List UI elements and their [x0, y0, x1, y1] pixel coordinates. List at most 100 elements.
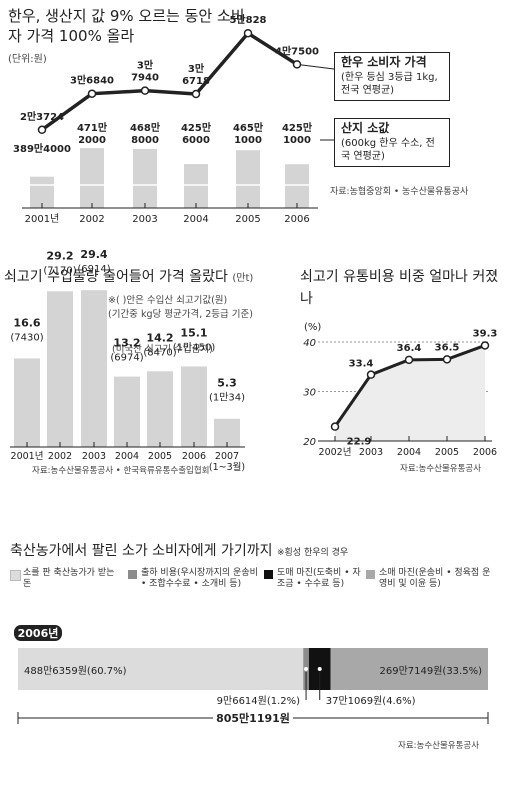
import-value-label: 5.3: [217, 377, 237, 390]
import-bar: [114, 376, 140, 447]
farm-price-bar: [30, 176, 54, 208]
chart1-title: 한우, 생산지 값 9% 오르는 동안 소비자 가격 100% 올라: [8, 7, 245, 45]
farm-price-label: 465만 1000: [233, 121, 264, 146]
retail-share-label: 269만7149원(33.5%): [379, 665, 482, 677]
import-price-label: (6914): [77, 264, 110, 275]
import-price-label: (6974): [110, 353, 143, 364]
chart2-tick-label: 2003: [82, 451, 106, 462]
import-value-label: 16.6: [13, 316, 40, 329]
farm-price-label: 468만 8000: [130, 121, 161, 146]
chart2-plot: 16.6 (7430) 29.2 (7170) 29.4 (6914) 13.2 (6974)…: [10, 248, 245, 473]
distribution-cost-label: 33.4: [349, 359, 374, 370]
farm-price-label: 425만 1000: [282, 121, 313, 146]
chart3-source: 자료:농수산물유통공사: [400, 464, 482, 474]
chart2-title: 쇠고기 수입물량 줄어들어 가격 올랐다 (만t): [4, 269, 254, 285]
distribution-cost-point: [480, 341, 490, 350]
import-value-label: 29.2: [46, 249, 73, 262]
chart2-tick-label: 2004: [115, 451, 139, 462]
legend-shipping-swatch: [128, 570, 137, 579]
chart1-source: 자료:농협중앙회 • 농수산물유통공사: [330, 187, 469, 197]
farm-price-bar: [133, 148, 157, 208]
import-price-label: (1만450): [173, 341, 216, 353]
year-badge-label: 2006년: [18, 626, 59, 640]
farm-price-bar: [285, 164, 309, 208]
distribution-cost-point: [404, 355, 414, 365]
consumer-price-segment: [40, 91, 94, 132]
chart2-tick-label: 2001년: [11, 451, 44, 462]
distribution-cost-segment: [445, 343, 487, 361]
wholesale-marker: [317, 667, 322, 671]
consumer-price-point: [87, 89, 97, 98]
legend-farm-label: 소를 판 축산농가가 받는 돈: [23, 568, 115, 589]
distribution-cost-label: 36.4: [397, 343, 422, 354]
farm-price-label: 389만4000: [13, 142, 71, 155]
chart1-tick-label: 2003: [132, 214, 157, 225]
farm-price-label: 471만 2000: [77, 121, 108, 146]
chart1-tick-label: 2006: [284, 214, 309, 225]
consumer-price-leader: [296, 63, 335, 70]
distribution-cost-segment: [369, 358, 411, 377]
consumer-price-label: 5만828: [229, 13, 266, 26]
chart3-area: [335, 345, 485, 441]
consumer-price-segment: [246, 31, 299, 67]
wholesale-share-label: 37만1069원(4.6%): [326, 695, 416, 707]
chart2-source: 자료:농수산물유통공사 • 한국육류유통수출입협회: [32, 466, 210, 476]
consumer-price-label: 2만3724: [20, 110, 64, 123]
distribution-cost-point: [330, 422, 340, 431]
distribution-cost-point: [442, 355, 452, 364]
chart3-ytick-label: 40: [303, 338, 316, 349]
chart1-tick-label: 2002: [79, 214, 104, 225]
chart1-tick-label: 2001년: [25, 213, 60, 225]
consumer-price-label: 3만 6718: [182, 62, 210, 87]
chart4-source: 자료:농수산물유통공사: [398, 741, 480, 751]
consumer-price-point: [140, 86, 150, 95]
consumer-price-label: 4만7500: [275, 44, 319, 57]
legend-farm-price: 산지 소값 (600kg 한우 수소, 전국 연평균): [334, 118, 450, 167]
distribution-cost-label: 22.9: [347, 437, 372, 448]
legend-retail-swatch: [366, 570, 375, 579]
chart2-tick-label: 2002: [48, 451, 72, 462]
import-value-label: 15.1: [180, 326, 207, 339]
distribution-cost-label: 36.5: [435, 342, 460, 353]
chart3-ytick-label: 30: [303, 388, 316, 399]
consumer-price-point: [37, 125, 47, 135]
legend-farm-swatch: [10, 570, 21, 581]
chart2-note: ※( )안은 수입산 쇠고기값(원) (기간중 kg당 평균가격, 2등급 기준…: [108, 295, 253, 320]
import-bar: [81, 290, 107, 447]
import-bar: [14, 358, 40, 447]
chart3-ylabel: (%): [304, 322, 321, 333]
import-bar: [181, 366, 207, 447]
chart2-tick-label: 2005: [148, 451, 172, 462]
chart1-tick-label: 2005: [235, 214, 260, 225]
import-price-label: (1만34): [209, 392, 245, 404]
import-bar: [147, 371, 173, 447]
shipping-share-label: 9만6614원(1.2%): [217, 695, 301, 707]
consumer-price-segment: [194, 31, 250, 96]
chart3-ytick-label: 20: [303, 437, 316, 448]
stack-segment: [330, 648, 488, 690]
consumer-price-segment: [90, 88, 147, 96]
farm-price-bar: [236, 150, 260, 208]
chart1-tick-label: 2004: [183, 214, 208, 225]
chart3-tick-label: 2006: [473, 447, 497, 458]
import-value-label: 14.2: [146, 331, 173, 344]
chart3-title: 쇠고기 유통비용 비중 얼마나 커졌나: [300, 269, 499, 307]
farm-share-label: 488만6359원(60.7%): [24, 665, 127, 677]
import-value-label: 29.4: [80, 248, 107, 261]
legend-wholesale-label: 도매 마진(도축비 • 자조금 • 수수료 등): [277, 568, 361, 589]
import-value-label: 13.2: [113, 337, 140, 350]
chart3-tick-label: 2005: [435, 447, 459, 458]
total-label-bg: [213, 710, 293, 726]
farm-price-label: 425만 6000: [181, 121, 212, 146]
chart3-tick-label: 2002년: [319, 447, 352, 458]
distribution-cost-segment: [333, 373, 373, 429]
consumer-price-label: 3만6840: [70, 74, 114, 87]
chart4-title: 축산농가에서 팔린 소가 소비자에게 가기까지 ※횡성 한우의 경우: [10, 543, 349, 559]
chart3-plot: 20 30 40 (%) 22.9 33.4 36.4 36.5 39.3 2002년 2003 20…: [303, 322, 497, 458]
import-price-label: (7170): [43, 265, 76, 276]
chart1-unit: (단위:원): [8, 54, 47, 65]
import-price-label: (7430): [10, 332, 43, 343]
shipping-marker: [304, 667, 309, 671]
chart1-plot: 2만3724 3만6840 3만 7940 3만 6718 5만828 4만7500 389만4…: [13, 13, 335, 225]
consumer-price-point: [191, 89, 201, 99]
